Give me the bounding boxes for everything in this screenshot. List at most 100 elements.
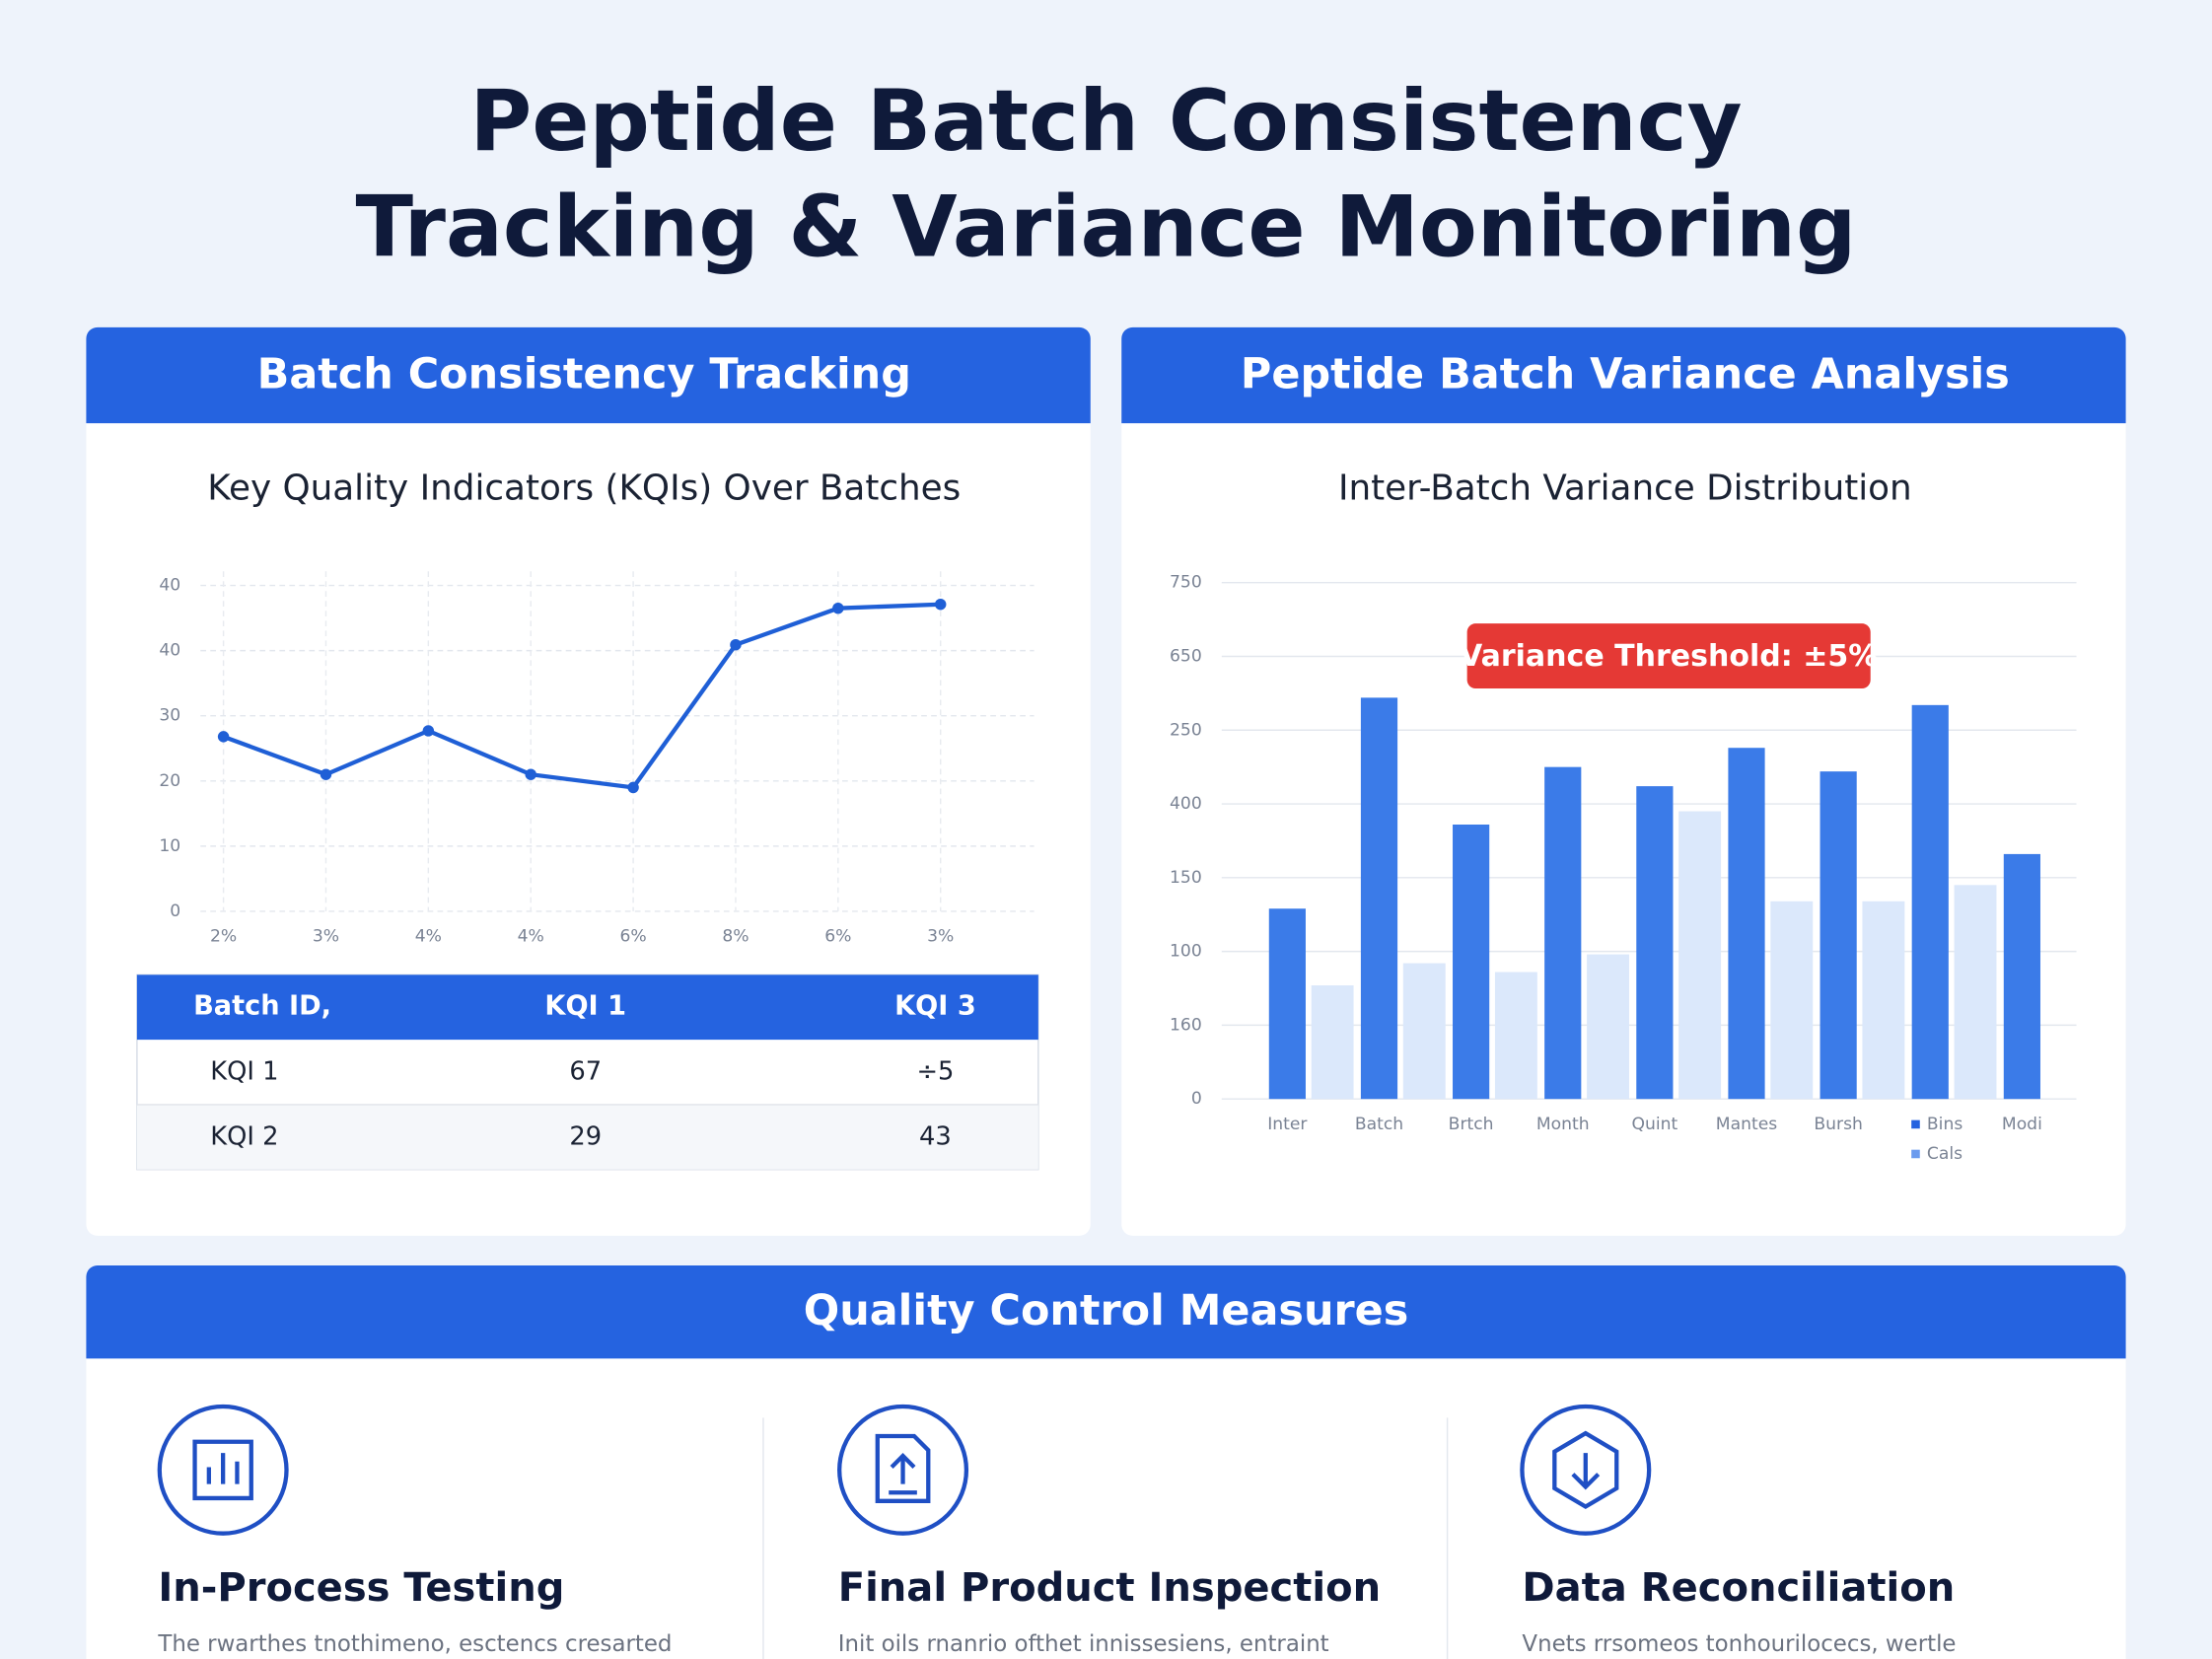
qc-text: Init oils rnanrio ofthet innissesiens, e…: [838, 1631, 1329, 1657]
y-tick-label: 30: [159, 706, 180, 726]
point: [525, 768, 536, 780]
bar: [1402, 963, 1446, 1100]
table-cell: ÷5: [916, 1057, 954, 1087]
point: [832, 602, 844, 614]
bar: [1453, 824, 1490, 1100]
bar: [1728, 748, 1765, 1100]
bar: [1494, 972, 1537, 1100]
legend-swatch: [1911, 1149, 1920, 1159]
bar: [1678, 811, 1722, 1100]
panel-title: Peptide Batch Variance Analysis: [1241, 349, 2010, 398]
bar: [1820, 771, 1857, 1100]
bar: [1360, 697, 1398, 1100]
x-tick-label: Brtch: [1449, 1115, 1494, 1134]
point: [217, 731, 230, 743]
chart-title: Key Quality Indicators (KQIs) Over Batch…: [207, 468, 961, 508]
y-tick-label: 40: [159, 576, 180, 596]
x-tick-label: Inter: [1267, 1115, 1308, 1134]
x-tick-label: Batch: [1355, 1115, 1403, 1134]
y-tick-label: 100: [1170, 942, 1202, 962]
icon: [875, 1433, 931, 1503]
point: [422, 725, 435, 737]
x-tick-label: Month: [1536, 1115, 1590, 1134]
x-tick-label: 4%: [518, 927, 544, 947]
panel-header: [86, 1264, 2126, 1359]
y-tick-label: 0: [170, 902, 180, 921]
panel: [86, 1264, 2126, 1659]
table-cell: KQI 2: [210, 1121, 278, 1151]
y-tick-label: 20: [159, 771, 180, 791]
legend-swatch: [1911, 1119, 1920, 1129]
qc-title: In-Process Testing: [158, 1565, 564, 1611]
legend-label: Bins: [1927, 1115, 1962, 1134]
point: [320, 768, 332, 780]
page-title: Peptide Batch Consistency: [469, 72, 1742, 171]
x-tick-label: Quint: [1632, 1115, 1678, 1134]
table-header-cell: KQI 3: [894, 991, 976, 1022]
legend-label: Cals: [1927, 1144, 1962, 1164]
y-tick-label: 40: [159, 641, 180, 661]
qc-text: The rwarthes tnothimeno, esctencs cresar…: [157, 1631, 672, 1657]
x-tick-label: 6%: [619, 927, 646, 947]
icon: [192, 1439, 253, 1501]
bar: [1268, 908, 1306, 1100]
y-tick-label: 750: [1170, 573, 1202, 593]
x-tick-label: 6%: [824, 927, 851, 947]
y-tick-label: 150: [1170, 868, 1202, 888]
table-cell: 67: [569, 1057, 602, 1087]
panel-title: Batch Consistency Tracking: [257, 349, 911, 398]
page-title: Tracking & Variance Monitoring: [356, 178, 1857, 276]
table-cell: KQI 1: [210, 1057, 278, 1087]
icon: [157, 1404, 289, 1536]
x-tick-label: 4%: [415, 927, 442, 947]
bar: [1911, 704, 1949, 1100]
x-tick-label: Bursh: [1814, 1115, 1863, 1134]
x-tick-label: 2%: [210, 927, 237, 947]
point: [627, 781, 639, 794]
charts: 0 10 20 30 40 40 2% 3% 4% 4% 6% 8% 6% 3% 0 160 100 150 400…: [159, 571, 2077, 1164]
y-tick-label: 160: [1170, 1015, 1202, 1035]
table-header-cell: KQI 1: [544, 991, 626, 1022]
point: [934, 599, 947, 611]
table-header: [136, 974, 1038, 1041]
table-row: [136, 1104, 1038, 1170]
bar: [1636, 786, 1674, 1100]
point: [730, 638, 742, 651]
icon: [1520, 1404, 1652, 1536]
y-tick-label: 650: [1170, 646, 1202, 666]
panel-header: [86, 326, 1091, 424]
x-tick-label: Mantes: [1716, 1115, 1777, 1134]
annotation: Variance Threshold: ±5%: [1460, 639, 1878, 674]
table-cell: 29: [569, 1121, 602, 1151]
panel-title: Quality Control Measures: [804, 1286, 1409, 1335]
chart-title: Inter-Batch Variance Distribution: [1338, 468, 1912, 508]
bar: [1770, 901, 1814, 1100]
line: [222, 602, 941, 790]
bar: [2003, 853, 2040, 1100]
y-tick-label: 400: [1170, 794, 1202, 814]
icons: [157, 1404, 1652, 1536]
icon: [837, 1404, 969, 1536]
y-tick-label: 250: [1170, 720, 1202, 740]
qc-title: Data Reconciliation: [1522, 1565, 1955, 1611]
bar: [1587, 954, 1629, 1100]
icon: [1552, 1430, 1619, 1510]
table-cells: Batch ID, KQI 1 KQI 3 KQI 1 67 ÷5 KQI 2 29 43: [193, 991, 976, 1152]
y-tick-label: 10: [159, 836, 180, 856]
qc-items: In-Process Testing The rwarthes tnothimen…: [157, 1565, 1956, 1657]
bar: [1311, 985, 1354, 1100]
x-tick-label: 8%: [722, 927, 749, 947]
table-header-cell: Batch ID,: [193, 991, 331, 1022]
x-tick-label: 3%: [927, 927, 954, 947]
y-tick-label: 0: [1191, 1089, 1202, 1109]
bar: [1954, 885, 1997, 1100]
x-tick-label: 3%: [313, 927, 339, 947]
annotation-box: [1466, 623, 1871, 688]
bar: [1544, 766, 1582, 1100]
x-tick-label: Modi: [2002, 1115, 2042, 1134]
qc-text: Vnets rrsomeos tonhourilocecs, wertle: [1522, 1631, 1956, 1657]
qc-title: Final Product Inspection: [838, 1565, 1381, 1611]
bar: [1862, 901, 1905, 1100]
table-cell: 43: [919, 1121, 952, 1151]
